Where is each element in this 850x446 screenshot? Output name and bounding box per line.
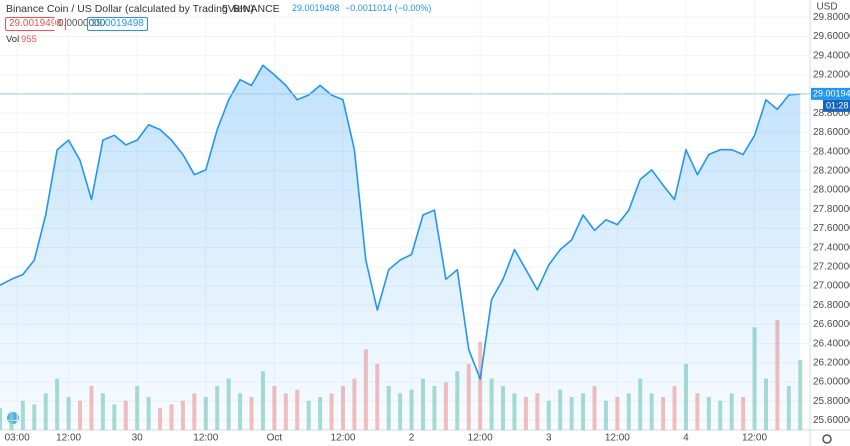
currency: USD xyxy=(816,2,837,13)
value-box: 29.0019498 xyxy=(87,17,148,31)
x-tick-label: 30 xyxy=(132,433,144,444)
y-tick-label: 25.6000000 xyxy=(813,415,850,426)
interval: 5 xyxy=(222,3,228,15)
value-box: 0.0000000 xyxy=(54,17,110,31)
y-tick-label: 26.8000000 xyxy=(813,300,850,311)
last-price-box xyxy=(811,87,850,100)
x-tick-label: 3 xyxy=(546,433,552,444)
x-tick-label: 12:00 xyxy=(56,433,81,444)
y-tick-label: 26.6000000 xyxy=(813,319,850,330)
y-tick-label: 28.4000000 xyxy=(813,146,850,157)
y-tick-label: 29.8000000 xyxy=(813,12,850,23)
last-price-label: 29.0019498 xyxy=(813,88,850,98)
x-tick-label: Oct xyxy=(267,433,283,444)
vol-value: 955 xyxy=(21,34,37,45)
x-tick-label: 12:00 xyxy=(468,433,493,444)
x-tick-label: 12:00 xyxy=(193,433,218,444)
price-line xyxy=(0,64,801,380)
exchange: BINANCE xyxy=(233,3,280,15)
y-tick-label: 28.8000000 xyxy=(813,108,850,119)
countdown-box xyxy=(823,99,850,112)
x-tick-label: 03:00 xyxy=(5,433,30,444)
x-tick-label: 2 xyxy=(409,433,415,444)
y-tick-label: 27.2000000 xyxy=(813,261,850,272)
y-tick-label: 26.2000000 xyxy=(813,357,850,368)
symbol: Binance Coin / US Dollar (calculated by … xyxy=(6,3,254,15)
x-tick-label: 4 xyxy=(683,433,689,444)
y-tick-label: 27.8000000 xyxy=(813,204,850,215)
y-tick-label: 27.4000000 xyxy=(813,242,850,253)
y-tick-label: 29.2000000 xyxy=(813,70,850,81)
y-tick-label: 25.8000000 xyxy=(813,396,850,407)
y-tick-label: 26.4000000 xyxy=(813,338,850,349)
y-tick-label: 26.0000000 xyxy=(813,377,850,388)
x-tick-label: 12:00 xyxy=(742,433,767,444)
countdown: 01:28 xyxy=(826,100,849,110)
last: 29.0019498 xyxy=(292,3,340,13)
y-tick-label: 28.2000000 xyxy=(813,165,850,176)
x-tick-label: 12:00 xyxy=(605,433,630,444)
y-tick-label: 27.0000000 xyxy=(813,281,850,292)
settings-icon[interactable] xyxy=(822,434,832,444)
y-tick-label: 29.4000000 xyxy=(813,50,850,61)
y-tick-label: 27.6000000 xyxy=(813,223,850,234)
y-tick-label: 28.6000000 xyxy=(813,127,850,138)
y-tick-label: 29.6000000 xyxy=(813,31,850,42)
vol-label: Vol xyxy=(6,34,20,45)
value-box: 29.0019498 xyxy=(5,17,66,31)
x-tick-label: 12:00 xyxy=(330,433,355,444)
change: −0.0011014 (−0.00%) xyxy=(345,3,432,13)
area-fill xyxy=(0,65,801,431)
y-tick-label: 28.0000000 xyxy=(813,185,850,196)
